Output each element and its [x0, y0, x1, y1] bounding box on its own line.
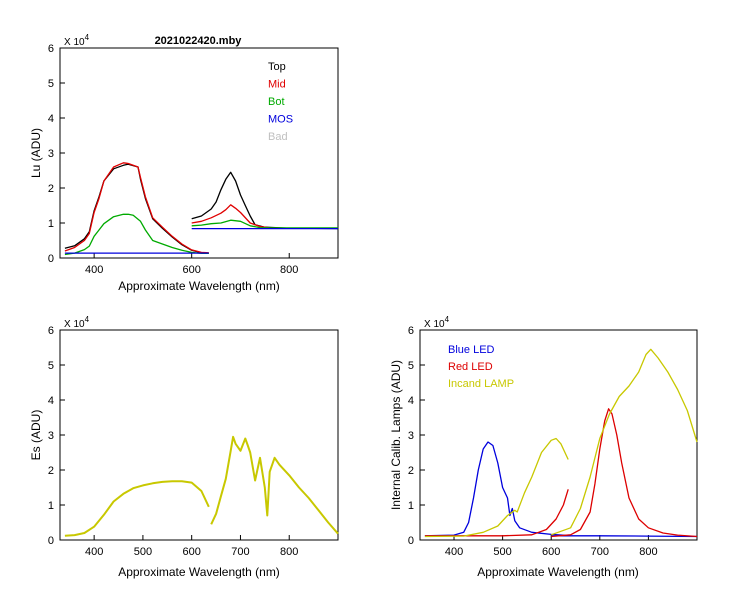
lamps-x-tick-label: 700	[591, 546, 609, 558]
es-x-axis-label: Approximate Wavelength (nm)	[118, 565, 280, 579]
es-series-group	[64, 435, 339, 537]
es-y-axis-label: Es (ADU)	[29, 410, 43, 461]
lu-chart-title: 2021022420.mby	[155, 35, 243, 47]
lamps-multiplier: X 104	[424, 315, 450, 330]
lamps-series-line-blue-led-1	[551, 535, 698, 538]
lu-x-tick-label: 800	[280, 264, 298, 276]
es-y-tick-label: 5	[48, 360, 54, 372]
es-y-axis: 0 1 2 3 4 5 6	[48, 325, 65, 547]
es-y-tick-label: 6	[48, 325, 54, 337]
lu-y-tick-label: 2	[48, 183, 54, 195]
lu-y-tick-label: 3	[48, 148, 54, 160]
lamps-y-tick-label: 5	[408, 360, 414, 372]
lu-x-axis-label: Approximate Wavelength (nm)	[118, 279, 280, 293]
lamps-chart: X 104 0 1 2 3 4 5 6 400 500 600 700 800 Blue LED Re…	[389, 315, 698, 579]
lamps-x-tick-label: 400	[445, 546, 463, 558]
lu-series-group	[64, 162, 339, 256]
lu-legend: Top Mid Bot MOS Bad	[268, 61, 293, 143]
lu-multiplier: X 104	[64, 33, 90, 48]
es-x-tick-label: 700	[231, 546, 249, 558]
lu-series-line-bot-1	[191, 219, 338, 229]
es-x-tick-label: 600	[183, 546, 201, 558]
lamps-y-tick-label: 6	[408, 325, 414, 337]
lamps-legend: Blue LED Red LED Incand LAMP	[448, 344, 514, 390]
lu-series-line-mid-0	[64, 162, 209, 254]
lu-series-line-bot-0	[64, 213, 209, 256]
lamps-x-tick-label: 600	[542, 546, 560, 558]
es-plot-frame	[59, 329, 339, 541]
lamps-series-group	[424, 348, 698, 538]
lamps-legend-item-red-led: Red LED	[448, 361, 493, 373]
lamps-y-tick-label: 2	[408, 465, 414, 477]
lu-legend-item-mid: Mid	[268, 79, 286, 91]
es-x-axis: 400 500 600 700 800	[85, 535, 298, 558]
lu-legend-item-bot: Bot	[268, 96, 285, 108]
lu-series-line-top-1	[191, 171, 339, 230]
es-series-line-main-1	[210, 435, 339, 535]
lu-y-tick-label: 4	[48, 113, 54, 125]
lamps-y-tick-label: 4	[408, 395, 414, 407]
lu-legend-item-mos: MOS	[268, 114, 293, 126]
lu-y-axis-label: Lu (ADU)	[29, 128, 43, 178]
lamps-y-axis: 0 1 2 3 4 5 6	[408, 325, 425, 547]
lamps-series-line-red-led-1	[551, 408, 698, 538]
lamps-y-tick-label: 3	[408, 430, 414, 442]
lu-x-tick-label: 400	[85, 264, 103, 276]
es-y-tick-label: 3	[48, 430, 54, 442]
lamps-series-line-blue-led-0	[424, 441, 569, 537]
lamps-y-tick-label: 0	[408, 535, 414, 547]
es-y-tick-label: 1	[48, 500, 54, 512]
es-x-tick-label: 400	[85, 546, 103, 558]
lamps-x-axis-label: Approximate Wavelength (nm)	[477, 565, 639, 579]
lamps-x-tick-label: 500	[493, 546, 511, 558]
lu-x-axis: 400 600 800	[85, 253, 298, 276]
lamps-series-line-incand-lamp-1	[550, 348, 698, 536]
lu-series-line-mid-1	[191, 204, 338, 229]
es-y-tick-label: 0	[48, 535, 54, 547]
lamps-y-tick-label: 1	[408, 500, 414, 512]
lamps-legend-item-incand-lamp: Incand LAMP	[448, 378, 514, 390]
es-x-tick-label: 800	[280, 546, 298, 558]
es-chart: X 104 0 1 2 3 4 5 6 400 500 600 700 800 Approximat…	[29, 315, 339, 579]
es-y-tick-label: 4	[48, 395, 54, 407]
lu-y-tick-label: 0	[48, 253, 54, 265]
lamps-x-tick-label: 800	[639, 546, 657, 558]
lu-y-tick-label: 6	[48, 43, 54, 55]
lu-y-tick-label: 1	[48, 218, 54, 230]
lu-y-axis: 0 1 2 3 4 5 6	[48, 43, 65, 265]
lu-legend-item-top: Top	[268, 61, 286, 73]
es-x-tick-label: 500	[134, 546, 152, 558]
es-series-line-main-0	[64, 480, 210, 537]
lamps-legend-item-blue-led: Blue LED	[448, 344, 495, 356]
es-multiplier: X 104	[64, 315, 90, 330]
lu-chart: 2021022420.mby X 104 0 1 2 3 4 5 6 400 600 800 T…	[29, 33, 339, 293]
lu-x-tick-label: 600	[183, 264, 201, 276]
lamps-series-line-incand-lamp-0	[424, 437, 569, 538]
lamps-y-axis-label: Internal Calib. Lamps (ADU)	[389, 360, 403, 510]
lamps-x-axis: 400 500 600 700 800	[445, 535, 658, 558]
lu-series-line-top-0	[64, 163, 209, 254]
lamps-series-line-red-led-0	[424, 489, 569, 537]
lu-legend-item-bad: Bad	[268, 131, 288, 143]
lu-y-tick-label: 5	[48, 78, 54, 90]
es-y-tick-label: 2	[48, 465, 54, 477]
